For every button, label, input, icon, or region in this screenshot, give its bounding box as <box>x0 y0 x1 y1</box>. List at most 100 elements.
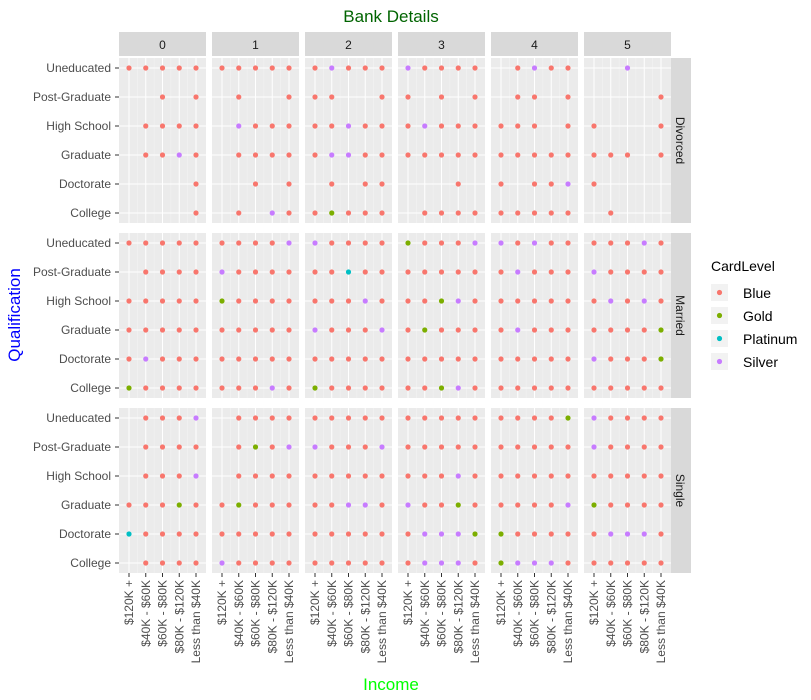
x-tick-label: $40K - $60K <box>418 580 432 647</box>
data-point <box>159 531 166 537</box>
data-point <box>345 444 352 450</box>
data-point <box>362 298 368 304</box>
data-point <box>362 269 368 275</box>
data-point <box>515 152 521 158</box>
data-point <box>329 473 335 479</box>
data-point <box>422 531 428 537</box>
data-point <box>455 356 461 362</box>
data-point <box>472 502 478 508</box>
data-point <box>219 531 225 537</box>
data-point <box>236 94 242 100</box>
data-point <box>438 502 445 508</box>
data-point <box>658 356 664 362</box>
x-tick-label: $120K + <box>587 580 601 625</box>
data-point <box>531 240 538 246</box>
data-point <box>608 269 614 275</box>
data-point <box>455 123 461 129</box>
data-point <box>591 240 597 246</box>
data-point <box>176 327 182 333</box>
x-tick-label: Less than $40K <box>561 580 575 663</box>
data-point <box>591 298 597 304</box>
data-point <box>159 356 166 362</box>
data-point <box>379 502 385 508</box>
data-point <box>286 502 292 508</box>
data-point <box>252 531 259 537</box>
x-tick-label: $80K - $120K <box>451 580 465 653</box>
data-point <box>472 298 478 304</box>
y-tick-label: High School <box>46 119 111 133</box>
data-point <box>252 356 259 362</box>
data-point <box>252 152 259 158</box>
data-point <box>624 531 631 537</box>
data-point <box>286 356 292 362</box>
data-point <box>362 531 368 537</box>
data-point <box>531 94 538 100</box>
data-point <box>345 152 352 158</box>
data-point <box>345 327 352 333</box>
data-point <box>422 240 428 246</box>
data-point <box>379 240 385 246</box>
y-tick-label: Uneducated <box>46 61 111 75</box>
data-point <box>193 531 199 537</box>
data-point <box>176 269 182 275</box>
x-tick-label: $40K - $60K <box>604 580 618 647</box>
data-point <box>624 560 631 566</box>
data-point <box>531 210 538 216</box>
data-point <box>455 298 461 304</box>
x-tick-label: Less than $40K <box>189 580 203 663</box>
data-point <box>329 94 335 100</box>
data-point <box>193 181 199 187</box>
data-point <box>176 444 182 450</box>
data-point <box>565 65 571 71</box>
data-point <box>455 327 461 333</box>
data-point <box>362 123 368 129</box>
data-point <box>438 123 445 129</box>
data-point <box>658 327 664 333</box>
y-tick-label: College <box>70 381 111 395</box>
data-point <box>422 269 428 275</box>
data-point <box>193 152 199 158</box>
legend-entry-label: Blue <box>743 285 771 301</box>
data-point <box>329 65 335 71</box>
data-point <box>269 327 275 333</box>
y-tick-label: Doctorate <box>59 352 111 366</box>
data-point <box>531 531 538 537</box>
data-point <box>641 298 647 304</box>
data-point <box>193 444 199 450</box>
data-point <box>362 65 368 71</box>
data-point <box>591 473 597 479</box>
data-point <box>193 269 199 275</box>
data-point <box>565 531 571 537</box>
data-point <box>126 327 132 333</box>
data-point <box>548 152 554 158</box>
data-point <box>126 298 132 304</box>
y-tick-label: Post-Graduate <box>33 440 111 454</box>
y-tick-label: Uneducated <box>46 411 111 425</box>
data-point <box>379 210 385 216</box>
data-point <box>624 298 631 304</box>
data-point <box>641 269 647 275</box>
data-point <box>565 327 571 333</box>
data-point <box>329 181 335 187</box>
data-point <box>143 327 149 333</box>
y-tick-label: Doctorate <box>59 177 111 191</box>
data-point <box>345 502 352 508</box>
data-point <box>422 210 428 216</box>
data-point <box>531 415 538 421</box>
data-point <box>591 152 597 158</box>
data-point <box>329 560 335 566</box>
data-point <box>548 385 554 391</box>
data-point <box>548 415 554 421</box>
data-point <box>193 356 199 362</box>
data-point <box>591 560 597 566</box>
data-point <box>269 269 275 275</box>
data-point <box>422 415 428 421</box>
data-point <box>405 385 411 391</box>
data-point <box>176 356 182 362</box>
data-point <box>405 94 411 100</box>
y-tick-label: Post-Graduate <box>33 90 111 104</box>
data-point <box>329 298 335 304</box>
data-point <box>269 152 275 158</box>
facet-row-label: Married <box>673 295 687 336</box>
data-point <box>405 444 411 450</box>
